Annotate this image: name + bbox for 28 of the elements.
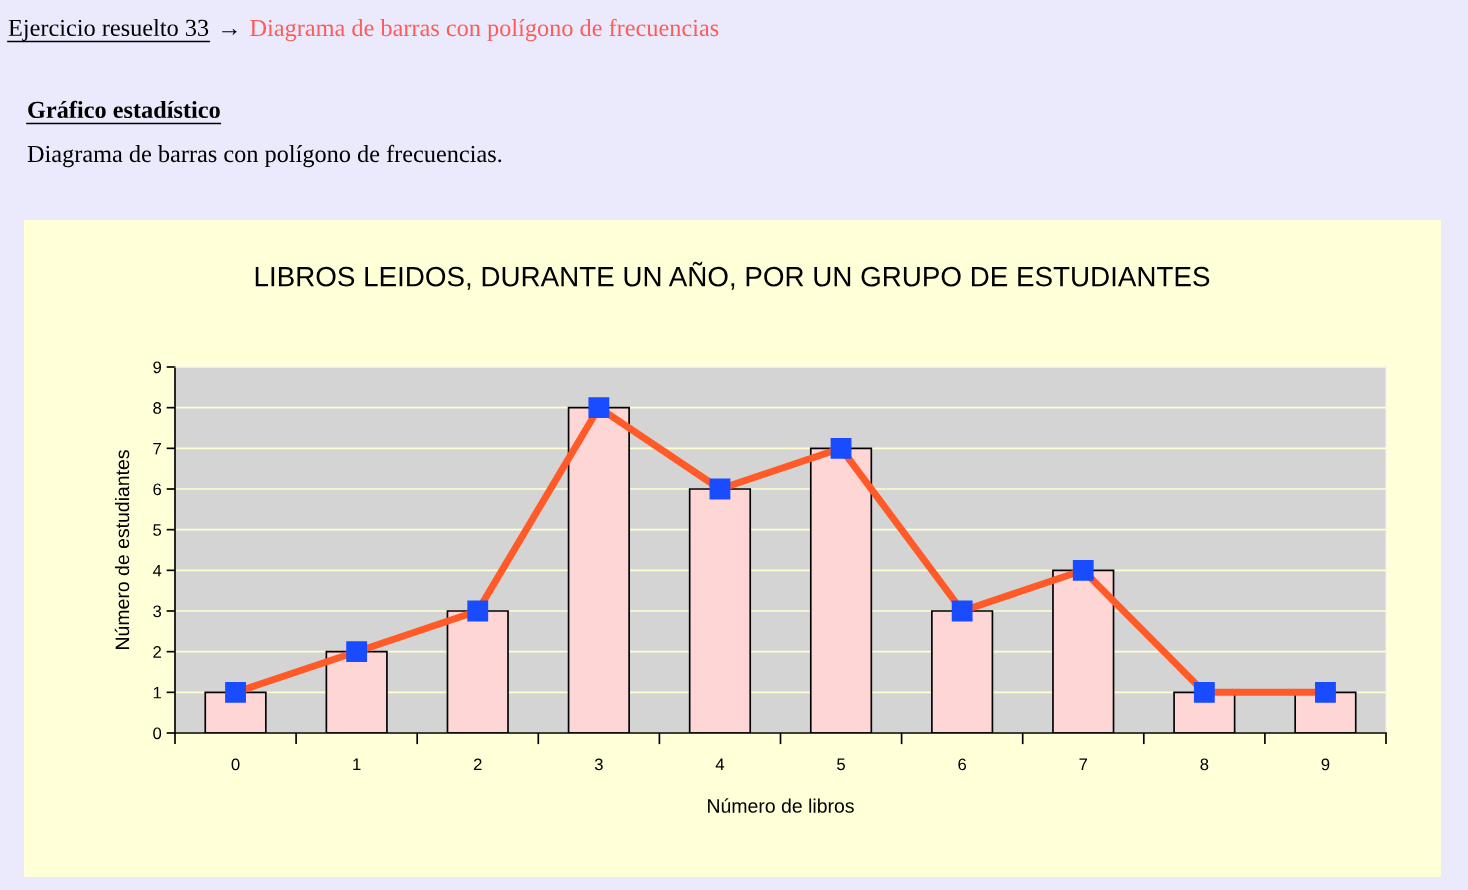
y-tick-label: 0 <box>153 727 162 740</box>
x-tick-label: 4 <box>715 758 725 771</box>
x-tick-label: 5 <box>837 758 845 771</box>
x-axis-title: Número de libros <box>708 798 854 813</box>
text: Diagrama de barras con polígono de frecuencias <box>250 18 719 42</box>
y-tick-label: 9 <box>153 361 162 374</box>
y-tick-label: 8 <box>153 402 162 414</box>
x-tick-label: 8 <box>1200 758 1209 771</box>
chart-title: LIBROS LEIDOS, DURANTE UN AÑO, POR UN GRUPO DE ESTUDIANTES <box>255 261 1210 290</box>
x-tick-label: 2 <box>473 758 482 771</box>
x-tick-label: 3 <box>594 758 603 771</box>
x-tick-label: 1 <box>353 758 361 771</box>
y-axis-title: Número de estudiantes <box>114 450 130 649</box>
y-tick-label: 6 <box>153 483 162 496</box>
y-tick-label: 7 <box>153 442 161 455</box>
text: Diagrama de barras con polígono de frecuencias. <box>27 144 502 168</box>
text: → <box>222 28 237 35</box>
y-tick-label: 4 <box>152 564 162 577</box>
x-tick-label: 0 <box>231 758 240 771</box>
y-tick-label: 3 <box>153 605 162 618</box>
text: Ejercicio resuelto 33 <box>8 18 209 42</box>
x-tick-label: 9 <box>1321 758 1330 771</box>
x-tick-label: 7 <box>1079 758 1088 771</box>
y-tick-label: 5 <box>153 524 162 536</box>
y-tick-label: 1 <box>153 686 161 699</box>
x-tick-label: 6 <box>958 758 967 771</box>
y-tick-label: 2 <box>153 646 161 658</box>
text: Gráfico estadístico <box>28 100 220 119</box>
